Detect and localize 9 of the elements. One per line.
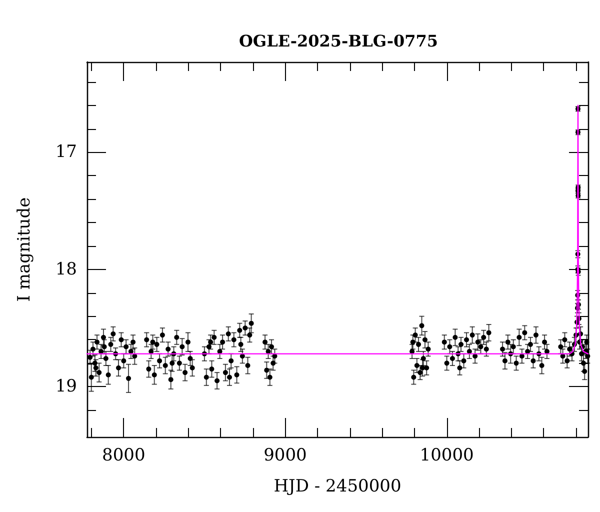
chart-title: OGLE-2025-BLG-0775 bbox=[238, 32, 438, 50]
x-tick-label: 8000 bbox=[102, 446, 146, 466]
x-tick-label: 9000 bbox=[264, 446, 307, 466]
x-tick-label: 10000 bbox=[420, 446, 474, 466]
y-tick-label: 18 bbox=[55, 259, 77, 280]
y-tick-label: 19 bbox=[55, 376, 77, 397]
x-axis-title: HJD - 2450000 bbox=[274, 476, 402, 496]
y-tick-label: 17 bbox=[55, 142, 77, 162]
y-axis-title: I magnitude bbox=[14, 197, 34, 302]
